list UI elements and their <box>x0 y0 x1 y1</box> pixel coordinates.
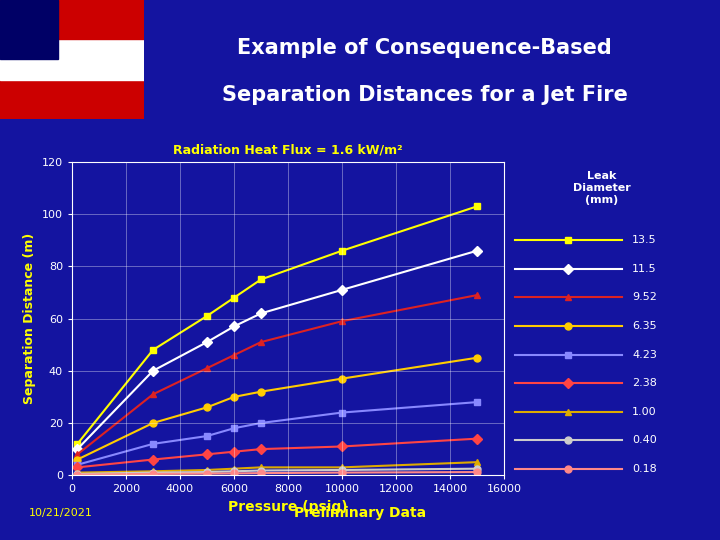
Text: 6.35: 6.35 <box>632 321 657 331</box>
Text: 1.00: 1.00 <box>632 407 657 417</box>
Text: 9.52: 9.52 <box>632 293 657 302</box>
Bar <box>0 40 144 79</box>
Text: 11.5: 11.5 <box>632 264 657 274</box>
Bar <box>0 0 58 59</box>
X-axis label: Pressure (psig): Pressure (psig) <box>228 500 348 514</box>
Bar <box>0 79 144 119</box>
Text: 4.23: 4.23 <box>632 349 657 360</box>
Text: 2.38: 2.38 <box>632 378 657 388</box>
Text: 0.40: 0.40 <box>632 435 657 445</box>
Y-axis label: Separation Distance (m): Separation Distance (m) <box>23 233 36 404</box>
Text: 13.5: 13.5 <box>632 235 657 245</box>
Text: Separation Distances for a Jet Fire: Separation Distances for a Jet Fire <box>222 85 628 105</box>
Text: Preliminary Data: Preliminary Data <box>294 506 426 520</box>
Text: Leak
Diameter
(mm): Leak Diameter (mm) <box>573 171 631 205</box>
Text: Example of Consequence-Based: Example of Consequence-Based <box>238 37 612 58</box>
Bar <box>0 0 144 39</box>
Text: 10/21/2021: 10/21/2021 <box>29 508 93 518</box>
Title: Radiation Heat Flux = 1.6 kW/m²: Radiation Heat Flux = 1.6 kW/m² <box>174 144 402 157</box>
Text: 0.18: 0.18 <box>632 464 657 474</box>
